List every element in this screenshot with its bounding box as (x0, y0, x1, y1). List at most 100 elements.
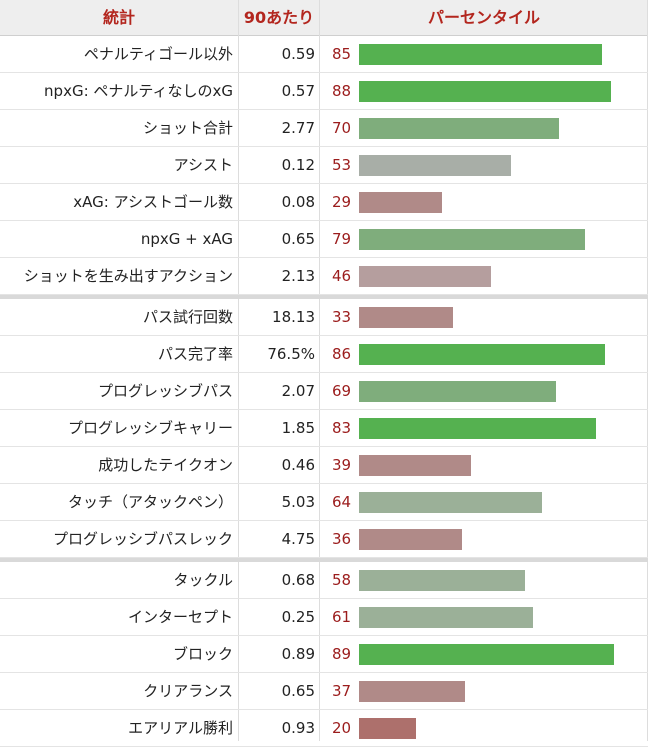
per90-value: 76.5% (267, 345, 315, 363)
percentile-value: 58 (332, 571, 352, 589)
stat-label: ペナルティゴール以外 (83, 45, 233, 63)
percentile-value: 20 (332, 719, 352, 737)
percentile-bar (359, 381, 556, 402)
per90-value: 2.13 (281, 267, 315, 285)
stat-label: パス試行回数 (142, 308, 233, 326)
percentile-value: 83 (332, 419, 352, 437)
table-row: ショットを生み出すアクション 2.13 46 (0, 258, 648, 295)
table-row: プログレッシブパス 2.07 69 (0, 373, 648, 410)
table-row: ペナルティゴール以外 0.59 85 (0, 36, 648, 73)
percentile-value: 37 (332, 682, 352, 700)
stat-label: 成功したテイクオン (98, 456, 233, 474)
header-percentile[interactable]: パーセンタイル (427, 8, 540, 27)
per90-value: 0.57 (281, 82, 315, 100)
table-row: npxG: ペナルティなしのxG 0.57 88 (0, 73, 648, 110)
per90-value: 18.13 (272, 308, 315, 326)
stat-label: タッチ（アタックペン） (67, 493, 233, 511)
table-row: xAG: アシストゴール数 0.08 29 (0, 184, 648, 221)
per90-value: 4.75 (281, 530, 315, 548)
table-row: パス試行回数 18.13 33 (0, 299, 648, 336)
stat-label: ショットを生み出すアクション (23, 267, 233, 285)
percentile-bar (359, 81, 611, 102)
percentile-bar (359, 455, 471, 476)
table-row: npxG + xAG 0.65 79 (0, 221, 648, 258)
percentile-bar (359, 529, 462, 550)
percentile-bar (359, 644, 614, 665)
per90-value: 0.89 (281, 645, 315, 663)
stat-label: タックル (173, 571, 233, 589)
table-row: クリアランス 0.65 37 (0, 673, 648, 710)
per90-value: 0.59 (281, 45, 315, 63)
percentile-bar (359, 192, 442, 213)
table-row: アシスト 0.12 53 (0, 147, 648, 184)
per90-value: 5.03 (281, 493, 315, 511)
percentile-value: 89 (332, 645, 352, 663)
stat-label: ブロック (172, 645, 233, 663)
stat-label: プログレッシブパスレック (52, 530, 233, 548)
percentile-bar (359, 570, 525, 591)
table-row: プログレッシブパスレック 4.75 36 (0, 521, 648, 558)
percentile-bar (359, 155, 511, 176)
table-row: ブロック 0.89 89 (0, 636, 648, 673)
stat-label: パス完了率 (157, 345, 233, 363)
stat-label: プログレッシブパス (97, 382, 233, 400)
per90-value: 2.77 (281, 119, 315, 137)
per90-value: 2.07 (281, 382, 315, 400)
table-row: プログレッシブキャリー 1.85 83 (0, 410, 648, 447)
percentile-value: 64 (332, 493, 352, 511)
percentile-value: 70 (332, 119, 352, 137)
percentile-bar (359, 266, 491, 287)
stat-label: npxG + xAG (140, 230, 233, 248)
table-row: タックル 0.68 58 (0, 562, 648, 599)
header-per90[interactable]: 90あたり (243, 8, 315, 27)
percentile-value: 85 (332, 45, 352, 63)
percentile-bar (359, 718, 416, 739)
header-stat[interactable]: 統計 (102, 8, 135, 27)
stat-label: プログレッシブキャリー (67, 419, 233, 437)
stat-label: アシスト (173, 156, 233, 174)
percentile-bar (359, 681, 465, 702)
column-divider-right (319, 0, 320, 741)
table-row: エアリアル勝利 0.93 20 (0, 710, 648, 747)
percentile-value: 79 (332, 230, 352, 248)
stat-label: クリアランス (143, 682, 233, 700)
per90-value: 0.08 (281, 193, 315, 211)
stat-label: インターセプト (127, 608, 233, 626)
percentile-value: 69 (332, 382, 352, 400)
percentile-bar (359, 492, 542, 513)
table-row: タッチ（アタックペン） 5.03 64 (0, 484, 648, 521)
per90-value: 1.85 (281, 419, 315, 437)
percentile-bar (359, 307, 453, 328)
table-row: パス完了率 76.5% 86 (0, 336, 648, 373)
stat-label: npxG: ペナルティなしのxG (44, 82, 233, 100)
percentile-bar (359, 118, 559, 139)
percentile-bar (359, 229, 585, 250)
percentile-value: 36 (332, 530, 352, 548)
table-row: ショット合計 2.77 70 (0, 110, 648, 147)
per90-value: 0.65 (281, 230, 315, 248)
per90-value: 0.12 (281, 156, 315, 174)
stat-label: エアリアル勝利 (128, 719, 233, 737)
per90-value: 0.25 (281, 608, 315, 626)
per90-value: 0.46 (281, 456, 315, 474)
percentile-bar (359, 607, 533, 628)
percentile-bar (359, 418, 596, 439)
percentile-bar (359, 344, 605, 365)
per90-value: 0.65 (281, 682, 315, 700)
stat-label: ショット合計 (142, 119, 233, 137)
table-row: インターセプト 0.25 61 (0, 599, 648, 636)
table-header: 統計 90あたり パーセンタイル (0, 0, 648, 36)
column-divider-left (238, 0, 239, 741)
percentile-value: 53 (332, 156, 352, 174)
per90-value: 0.68 (281, 571, 315, 589)
percentile-bar (359, 44, 602, 65)
percentile-value: 61 (332, 608, 352, 626)
per90-value: 0.93 (281, 719, 315, 737)
percentile-value: 86 (332, 345, 352, 363)
stat-label: xAG: アシストゴール数 (73, 193, 233, 211)
group-separator (0, 295, 648, 299)
percentile-value: 88 (332, 82, 352, 100)
percentile-value: 39 (332, 456, 352, 474)
percentile-value: 29 (332, 193, 352, 211)
